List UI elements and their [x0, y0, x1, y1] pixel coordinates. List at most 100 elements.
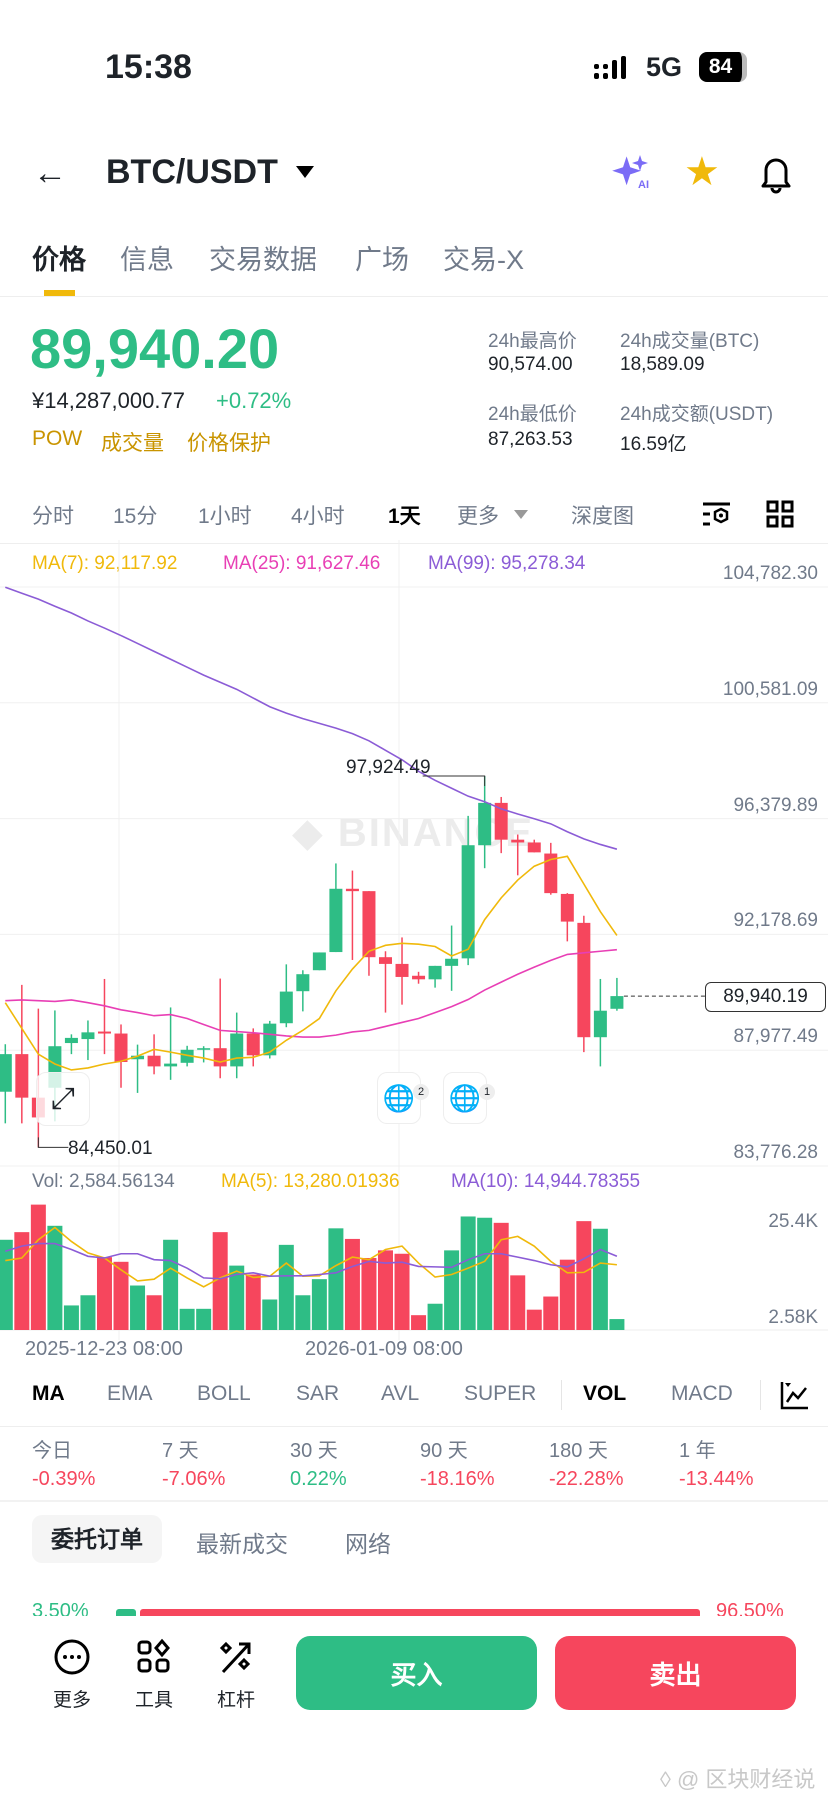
- volume-bar: [411, 1315, 427, 1330]
- globe-event-button[interactable]: 🌐: [443, 1072, 487, 1124]
- candle-body: [511, 839, 525, 843]
- timeframe-time[interactable]: 分时: [32, 505, 74, 528]
- indicator-avl[interactable]: AVL: [381, 1382, 420, 1405]
- vol-btc-label: 24h成交量(BTC): [620, 331, 760, 352]
- favorite-star-icon[interactable]: ★: [684, 150, 720, 194]
- low-label: 24h最低价: [488, 404, 577, 425]
- current-price-tag: 89,940.19: [705, 982, 826, 1012]
- timeframe-depth[interactable]: 深度图: [571, 505, 634, 528]
- vol-ma5-legend: MA(5): 13,280.01936: [221, 1171, 400, 1192]
- candle-body: [577, 922, 591, 1038]
- tab-trade-x[interactable]: 交易-X: [443, 245, 524, 275]
- badge-count: 1: [483, 1086, 491, 1098]
- volume-bar: [361, 1257, 377, 1330]
- indicator-vol[interactable]: VOL: [583, 1382, 627, 1405]
- price-axis-label: 96,379.89: [733, 795, 818, 816]
- candle-body: [560, 893, 574, 922]
- perf-label: 180 天: [549, 1440, 608, 1462]
- candle-body: [246, 1033, 260, 1056]
- indicator-super[interactable]: SUPER: [464, 1382, 537, 1405]
- volume-bar: [262, 1299, 278, 1330]
- current-price-value: 89,940.19: [723, 986, 808, 1007]
- bell-icon[interactable]: [758, 154, 794, 194]
- tab-info[interactable]: 信息: [120, 245, 174, 275]
- tag-pow[interactable]: POW: [32, 427, 83, 450]
- perf-value: 0.22%: [290, 1468, 347, 1490]
- candle-body: [114, 1033, 128, 1063]
- perf-value: -13.44%: [679, 1468, 754, 1490]
- tab-price[interactable]: 价格: [32, 245, 86, 275]
- leverage-button[interactable]: 杠杆: [206, 1638, 266, 1712]
- ma99-legend: MA(99): 95,278.34: [428, 553, 586, 574]
- source-watermark: ◊ @ 区块财经说: [660, 1767, 816, 1792]
- layout-grid-icon[interactable]: [766, 500, 794, 528]
- more-button[interactable]: 更多: [42, 1638, 102, 1712]
- volume-bar: [328, 1228, 344, 1330]
- candle-body: [147, 1055, 161, 1067]
- battery-icon: 84: [699, 52, 747, 82]
- pair-dropdown-icon[interactable]: [296, 166, 314, 178]
- buy-ratio-bar: [116, 1609, 136, 1619]
- timeframe-4h[interactable]: 4小时: [291, 505, 345, 528]
- more-dropdown-icon[interactable]: [514, 510, 528, 519]
- buy-label: 买入: [390, 1659, 443, 1690]
- perf-value: -22.28%: [549, 1468, 624, 1490]
- timeframe-1h[interactable]: 1小时: [198, 505, 252, 528]
- price-change: +0.72%: [216, 388, 292, 413]
- tab-network[interactable]: 网络: [345, 1531, 391, 1557]
- leverage-icon: [219, 1641, 251, 1674]
- fullscreen-button[interactable]: ⤢: [36, 1072, 90, 1126]
- ai-sparkle-icon[interactable]: AI: [612, 155, 652, 191]
- indicator-ma[interactable]: MA: [32, 1382, 65, 1405]
- sell-label: 卖出: [649, 1659, 702, 1690]
- more-icon: [54, 1639, 90, 1675]
- pair-title[interactable]: BTC/USDT: [106, 153, 278, 191]
- low-marker-label: 84,450.01: [68, 1138, 153, 1159]
- volume-bar: [47, 1225, 63, 1330]
- candle-body: [395, 963, 409, 977]
- perf-label: 今日: [32, 1440, 72, 1462]
- sell-ratio-bar: [140, 1609, 700, 1619]
- candle-body: [461, 845, 475, 959]
- vol-btc-value: 18,589.09: [620, 354, 705, 375]
- tools-button[interactable]: 工具: [124, 1638, 184, 1712]
- candle-body: [15, 1054, 29, 1098]
- back-button[interactable]: ←: [33, 154, 67, 192]
- candle-body: [64, 1037, 78, 1044]
- divider: [0, 296, 828, 297]
- perf-value: -0.39%: [32, 1468, 96, 1490]
- volume-bar: [510, 1275, 526, 1330]
- volume-bar: [113, 1261, 129, 1330]
- indicator-macd[interactable]: MACD: [671, 1382, 733, 1405]
- candlestick-chart[interactable]: [0, 540, 828, 1370]
- timeframe-1d[interactable]: 1天: [388, 505, 421, 528]
- globe-event-button[interactable]: 🌐: [377, 1072, 421, 1124]
- tab-trading-data[interactable]: 交易数据: [209, 245, 317, 275]
- volume-bar: [278, 1244, 294, 1330]
- candle-body: [279, 991, 293, 1024]
- indicator-sar[interactable]: SAR: [296, 1382, 340, 1405]
- status-time: 15:38: [105, 48, 192, 86]
- chart-settings-icon[interactable]: [702, 500, 732, 528]
- tab-order-book[interactable]: 委托订单: [32, 1515, 162, 1563]
- perf-label: 90 天: [420, 1440, 468, 1462]
- event-count-badge: 2: [413, 1084, 429, 1100]
- tab-square[interactable]: 广场: [355, 245, 409, 275]
- indicator-settings-icon[interactable]: [780, 1380, 810, 1410]
- tag-price-protection[interactable]: 价格保护: [187, 432, 271, 455]
- tab-latest-trades[interactable]: 最新成交: [196, 1531, 288, 1557]
- price-axis-label: 83,776.28: [733, 1142, 818, 1163]
- indicator-boll[interactable]: BOLL: [197, 1382, 251, 1405]
- sell-button[interactable]: 卖出: [555, 1636, 796, 1710]
- last-price: 89,940.20: [30, 317, 280, 380]
- timeframe-15m[interactable]: 15分: [113, 505, 158, 528]
- timeframe-more[interactable]: 更多: [457, 505, 499, 528]
- volume-bar: [14, 1232, 30, 1330]
- buy-button[interactable]: 买入: [296, 1636, 537, 1710]
- volume-bar: [229, 1265, 245, 1330]
- candle-body: [230, 1033, 244, 1067]
- high-label: 24h最高价: [488, 331, 577, 352]
- divider: [0, 1500, 828, 1502]
- indicator-ema[interactable]: EMA: [107, 1382, 153, 1405]
- tag-volume[interactable]: 成交量: [101, 432, 164, 455]
